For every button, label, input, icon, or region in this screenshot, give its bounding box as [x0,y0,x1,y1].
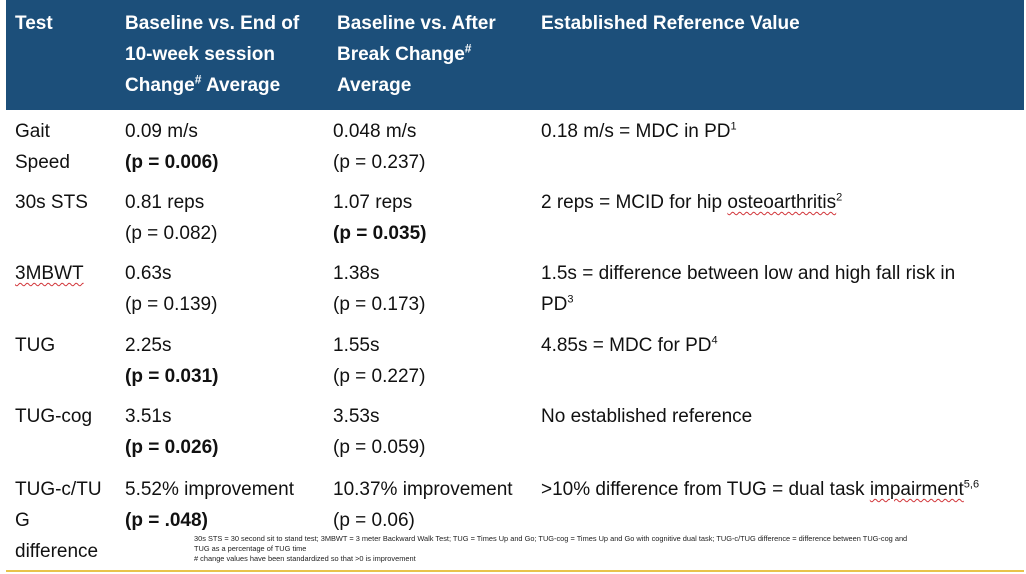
break-change: 1.55s (p = 0.227) [333,330,537,392]
test-name: TUG-c/TU G difference [15,479,102,562]
end-change: 2.25s (p = 0.031) [125,330,330,392]
break-change: 3.53s (p = 0.059) [333,401,537,463]
test-name: 30s STS [15,192,88,213]
break-change: 1.38s (p = 0.173) [333,258,537,320]
p-value: (p = 0.237) [333,152,426,173]
reference-value: 0.18 m/s = MDC in PD1 [541,120,737,142]
bottom-divider [6,570,1024,572]
reference-value: >10% difference from TUG = dual task imp… [541,478,980,500]
p-value-significant: (p = 0.035) [333,223,427,244]
end-change: 0.09 m/s (p = 0.006) [125,116,330,178]
results-table: Test Baseline vs. End of 10-week session… [6,0,1024,574]
break-change: 1.07 reps (p = 0.035) [333,187,537,249]
table-body: Gait Speed 0.09 m/s (p = 0.006) 0.048 m/… [6,110,1024,574]
p-value: (p = 0.227) [333,366,426,387]
p-value: (p = 0.139) [125,294,218,315]
test-name: 3MBWT [15,263,84,284]
test-name: TUG-cog [15,406,93,427]
p-value: (p = 0.06) [333,510,415,531]
header-test: Test [15,13,53,34]
p-value: (p = 0.173) [333,294,426,315]
spellcheck-word: impairment [869,479,964,500]
header-end-of-session: Baseline vs. End of 10-week session Chan… [125,13,300,96]
header-reference: Established Reference Value [541,13,800,34]
reference-value: 4.85s = MDC for PD4 [541,334,718,356]
end-change: 3.51s (p = 0.026) [125,401,330,463]
p-value-significant: (p = 0.031) [125,366,219,387]
spellcheck-word: osteoarthritis [727,192,837,213]
break-change: 0.048 m/s (p = 0.237) [333,116,537,178]
reference-value: 2 reps = MCID for hip osteoarthritis2 [541,191,843,213]
header-after-break: Baseline vs. After Break Change# Average [337,13,496,96]
p-value-significant: (p = 0.006) [125,152,219,173]
reference-value: 1.5s = difference between low and high f… [541,263,956,315]
end-change: 0.81 reps (p = 0.082) [125,187,330,249]
test-name: Gait Speed [15,121,70,173]
break-change: 10.37% improvement (p = 0.06) [333,474,537,536]
p-value-significant: (p = .048) [125,510,208,531]
reference-value: No established reference [541,406,753,427]
p-value: (p = 0.059) [333,437,426,458]
end-change: 0.63s (p = 0.139) [125,258,330,320]
test-name: TUG [15,335,56,356]
p-value-significant: (p = 0.026) [125,437,219,458]
table-header: Test Baseline vs. End of 10-week session… [6,0,1024,110]
footnote: 30s STS = 30 second sit to stand test; 3… [194,534,908,563]
end-change: 5.52% improvement (p = .048) [125,474,330,536]
p-value: (p = 0.082) [125,223,218,244]
